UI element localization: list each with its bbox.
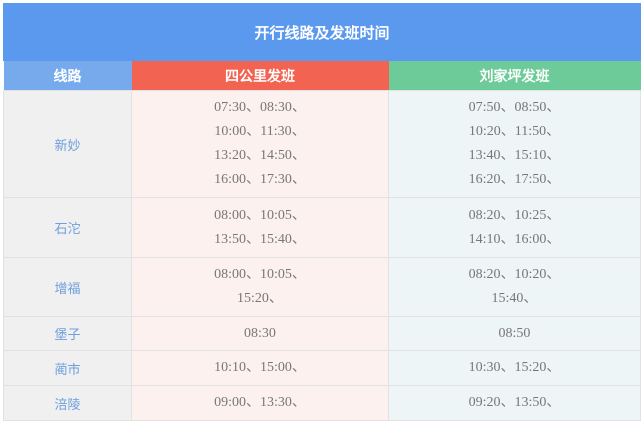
departure-time-line: 09:20、13:50、 bbox=[468, 395, 561, 410]
sigongli-times: 09:00、13:30、 bbox=[131, 385, 389, 421]
table-row: 新妙 07:30、08:30、 10:00、11:30、 13:20、14:50、 16… bbox=[3, 90, 641, 198]
table-row: 堡子 08:30 08:50 bbox=[3, 316, 641, 351]
departure-time-line: 15:40、 bbox=[491, 291, 538, 306]
departure-time-line: 07:50、08:50、 bbox=[468, 100, 561, 115]
departure-time-line: 08:00、10:05、 bbox=[214, 267, 306, 282]
route-name: 增福 bbox=[3, 257, 132, 317]
departure-time-line: 10:10、15:00、 bbox=[214, 360, 306, 375]
departure-time-line: 08:50 bbox=[498, 325, 531, 341]
departure-time-line: 13:20、14:50、 bbox=[214, 148, 306, 163]
header-liujiaping: 刘家坪发班 bbox=[388, 61, 641, 91]
schedule-table: 线路 四公里发班 刘家坪发班 新妙 07:30、08:30、 10:00、11:30… bbox=[3, 61, 641, 421]
liujiaping-times: 09:20、13:50、 bbox=[388, 385, 641, 421]
route-name: 涪陵 bbox=[3, 385, 132, 421]
sigongli-times: 08:00、10:05、 13:50、15:40、 bbox=[131, 197, 389, 258]
departure-time-line: 08:30 bbox=[244, 325, 276, 341]
departure-time-line: 15:20、 bbox=[237, 291, 283, 306]
table-row: 石沱 08:00、10:05、 13:50、15:40、 08:20、10:25、 14… bbox=[3, 197, 641, 258]
table-row: 蔺市 10:10、15:00、 10:30、15:20、 bbox=[3, 350, 641, 386]
header-sigongli: 四公里发班 bbox=[131, 61, 389, 91]
schedule-table-container: 开行线路及发班时间 线路 四公里发班 刘家坪发班 新妙 07:30、08:30、 1… bbox=[3, 3, 641, 421]
table-row: 涪陵 09:00、13:30、 09:20、13:50、 bbox=[3, 385, 641, 421]
header-route: 线路 bbox=[3, 61, 132, 91]
liujiaping-times: 08:50 bbox=[388, 316, 641, 351]
header-row: 线路 四公里发班 刘家坪发班 bbox=[3, 61, 641, 91]
departure-time-line: 07:30、08:30、 bbox=[214, 100, 306, 115]
departure-time-line: 14:10、16:00、 bbox=[468, 231, 561, 247]
departure-time-line: 08:00、10:05、 bbox=[214, 207, 306, 223]
sigongli-times: 10:10、15:00、 bbox=[131, 350, 389, 386]
liujiaping-times: 10:30、15:20、 bbox=[388, 350, 641, 386]
sigongli-times: 08:00、10:05、 15:20、 bbox=[131, 257, 389, 317]
departure-time-line: 08:20、10:25、 bbox=[468, 207, 561, 223]
route-name: 堡子 bbox=[3, 316, 132, 351]
sigongli-times: 07:30、08:30、 10:00、11:30、 13:20、14:50、 16:0… bbox=[131, 90, 389, 198]
liujiaping-times: 08:20、10:25、 14:10、16:00、 bbox=[388, 197, 641, 258]
liujiaping-times: 08:20、10:20、 15:40、 bbox=[388, 257, 641, 317]
sigongli-times: 08:30 bbox=[131, 316, 389, 351]
route-name: 新妙 bbox=[3, 90, 132, 198]
departure-time-line: 10:00、11:30、 bbox=[214, 124, 306, 139]
route-name: 蔺市 bbox=[3, 350, 132, 386]
table-title: 开行线路及发班时间 bbox=[3, 3, 641, 61]
departure-time-line: 10:30、15:20、 bbox=[468, 360, 561, 375]
departure-time-line: 08:20、10:20、 bbox=[468, 267, 561, 282]
table-row: 增福 08:00、10:05、 15:20、 08:20、10:20、 15:40、 bbox=[3, 257, 641, 317]
departure-time-line: 13:40、15:10、 bbox=[468, 148, 561, 163]
liujiaping-times: 07:50、08:50、 10:20、11:50、 13:40、15:10、 16:2… bbox=[388, 90, 641, 198]
departure-time-line: 13:50、15:40、 bbox=[214, 231, 306, 247]
departure-time-line: 10:20、11:50、 bbox=[468, 124, 561, 139]
departure-time-line: 09:00、13:30、 bbox=[214, 395, 306, 410]
departure-time-line: 16:20、17:50、 bbox=[468, 172, 561, 187]
departure-time-line: 16:00、17:30、 bbox=[214, 172, 306, 187]
route-name: 石沱 bbox=[3, 197, 132, 258]
